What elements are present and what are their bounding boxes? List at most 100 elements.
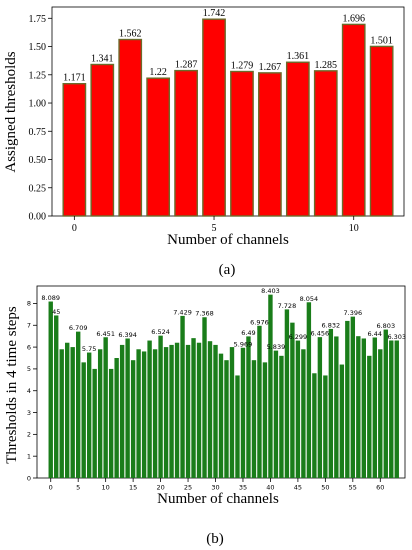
data-label-channel-0: 1.171 bbox=[63, 73, 86, 84]
data-label-channel-51: 6.832 bbox=[322, 321, 341, 329]
panel-b-y-axis-label: Thresholds in 4 time steps bbox=[4, 306, 20, 464]
bar-channel-28 bbox=[202, 317, 207, 478]
x-tick-label: 0 bbox=[72, 223, 77, 234]
x-tick-label: 10 bbox=[349, 223, 359, 234]
bar-channel-55 bbox=[350, 316, 356, 478]
data-label-channel-47: 8.054 bbox=[300, 295, 319, 303]
bar-channel-36 bbox=[246, 336, 251, 478]
data-label-channel-40: 8.403 bbox=[261, 287, 280, 295]
data-label-channel-6: 1.279 bbox=[231, 61, 254, 72]
bar-channel-44 bbox=[290, 322, 295, 478]
data-label-channel-63: 6.303 bbox=[387, 333, 406, 341]
data-label-channel-14: 6.394 bbox=[118, 331, 137, 339]
data-label-channel-59: 6.44 bbox=[368, 330, 382, 338]
x-tick-label: 35 bbox=[239, 484, 247, 492]
bar-channel-62 bbox=[389, 340, 394, 478]
bar-channel-9 bbox=[97, 349, 103, 478]
x-tick-label: 5 bbox=[212, 223, 217, 234]
data-label-channel-1: 45 bbox=[52, 308, 60, 316]
y-tick-label: 0 bbox=[27, 474, 31, 482]
x-tick-label: 50 bbox=[321, 484, 329, 492]
bar-channel-10 bbox=[341, 23, 366, 217]
bar-channel-27 bbox=[196, 342, 202, 478]
y-tick-label: 2 bbox=[27, 431, 31, 439]
x-tick-label: 5 bbox=[76, 484, 80, 492]
y-tick-label: 6 bbox=[27, 343, 31, 351]
bar-channel-5 bbox=[75, 331, 81, 478]
panel-a-plot-frame bbox=[51, 6, 405, 217]
bar-channel-9 bbox=[313, 70, 338, 217]
x-tick-label: 0 bbox=[49, 484, 53, 492]
bar-channel-26 bbox=[191, 338, 196, 478]
y-tick-label: 0.25 bbox=[29, 183, 47, 194]
y-tick-label: 8 bbox=[27, 300, 31, 308]
x-tick-label: 30 bbox=[211, 484, 219, 492]
bar-channel-3 bbox=[146, 77, 171, 217]
bar-channel-53 bbox=[339, 364, 345, 478]
bar-channel-40 bbox=[268, 294, 273, 478]
data-label-channel-20: 6.524 bbox=[151, 328, 170, 336]
bar-channel-30 bbox=[213, 344, 218, 478]
x-tick-label: 20 bbox=[156, 484, 164, 492]
data-label-channel-10: 6.451 bbox=[96, 330, 115, 338]
x-tick-label: 60 bbox=[376, 484, 384, 492]
data-label-channel-7: 5.75 bbox=[82, 345, 96, 353]
bar-channel-34 bbox=[235, 375, 240, 478]
bar-channel-41 bbox=[273, 350, 279, 478]
data-label-channel-49: 6.456 bbox=[311, 330, 330, 338]
bar-channel-17 bbox=[141, 351, 147, 478]
bar-channel-2 bbox=[59, 349, 64, 478]
panel-b-x-ticks: 0 5 10 15 20 25 30 35 40 45 50 55 60 bbox=[49, 478, 384, 492]
bar-channel-7 bbox=[86, 352, 92, 478]
bar-channel-49 bbox=[317, 337, 323, 478]
bar-channel-6 bbox=[230, 70, 254, 217]
y-tick-label: 0.00 bbox=[29, 212, 47, 223]
bar-channel-25 bbox=[185, 344, 191, 478]
y-tick-label: 5 bbox=[27, 365, 31, 373]
panel-b-caption: (b) bbox=[206, 531, 224, 547]
bar-channel-35 bbox=[240, 347, 246, 478]
bar-channel-50 bbox=[323, 375, 328, 478]
bar-channel-15 bbox=[130, 360, 136, 478]
bar-channel-8 bbox=[92, 368, 97, 478]
data-label-channel-35: 5.969 bbox=[234, 340, 253, 348]
data-label-channel-5: 1.742 bbox=[203, 8, 226, 19]
bar-channel-42 bbox=[279, 355, 284, 478]
bar-channel-5 bbox=[202, 18, 226, 217]
bar-channel-6 bbox=[81, 362, 86, 478]
x-tick-label: 55 bbox=[349, 484, 357, 492]
bar-channel-43 bbox=[284, 309, 290, 478]
data-label-channel-24: 7.429 bbox=[173, 308, 192, 316]
bar-channel-61 bbox=[383, 329, 388, 478]
data-label-channel-4: 1.287 bbox=[175, 60, 198, 71]
panel-a-x-axis-label: Number of channels bbox=[167, 232, 289, 248]
bar-channel-51 bbox=[328, 328, 334, 478]
bar-channel-0 bbox=[48, 301, 53, 478]
bar-channel-52 bbox=[334, 336, 339, 478]
data-label-channel-38: 6.976 bbox=[250, 318, 269, 326]
bar-channel-11 bbox=[369, 45, 394, 217]
bar-channel-4 bbox=[70, 347, 75, 478]
bar-channel-47 bbox=[306, 302, 312, 478]
bar-channel-22 bbox=[169, 344, 174, 478]
data-label-channel-0: 8.089 bbox=[41, 294, 60, 302]
y-tick-label: 0.75 bbox=[29, 127, 47, 138]
bar-channel-48 bbox=[312, 373, 317, 478]
panel-a-y-axis-label: Assigned thresholds bbox=[3, 51, 19, 172]
bar-channel-8 bbox=[285, 61, 310, 217]
y-tick-label: 1.00 bbox=[29, 99, 47, 110]
y-tick-label: 3 bbox=[27, 409, 31, 417]
bar-channel-1 bbox=[90, 63, 115, 217]
bar-channel-3 bbox=[65, 342, 70, 478]
y-tick-label: 1 bbox=[27, 452, 31, 460]
panel-b-bars bbox=[48, 294, 399, 478]
bar-channel-18 bbox=[147, 340, 152, 478]
data-label-channel-45: 6.299 bbox=[289, 333, 308, 341]
data-label-channel-9: 1.285 bbox=[315, 60, 338, 71]
bar-channel-0 bbox=[62, 83, 87, 217]
bar-channel-29 bbox=[207, 341, 213, 478]
y-tick-label: 1.50 bbox=[29, 42, 47, 53]
bar-channel-59 bbox=[372, 337, 377, 478]
